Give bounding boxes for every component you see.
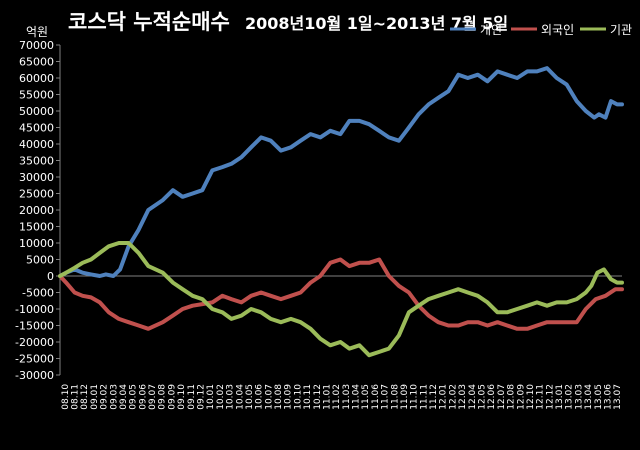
y-tick-label: 25000 — [19, 188, 54, 201]
y-tick-label: 45000 — [19, 122, 54, 135]
y-tick-label: 35000 — [19, 155, 54, 168]
x-tick-label: 13.02 — [565, 384, 575, 410]
x-tick-label: 13.07 — [613, 384, 623, 410]
series-line-2 — [58, 257, 624, 331]
x-tick-label: 11.02 — [332, 384, 342, 410]
x-tick-label: 12.03 — [458, 384, 468, 410]
series-line-3 — [58, 241, 624, 358]
x-tick-label: 11.12 — [429, 384, 439, 410]
y-tick-label: -30000 — [15, 369, 54, 382]
series-line-1 — [58, 66, 624, 278]
y-tick-label: 60000 — [19, 72, 54, 85]
x-tick-label: 09.11 — [187, 384, 197, 410]
x-tick-label: 09.12 — [197, 384, 207, 410]
x-tick-label: 12.05 — [478, 384, 488, 410]
x-tick-label: 09.06 — [138, 384, 148, 410]
x-tick-label: 10.09 — [284, 384, 294, 410]
x-tick-label: 11.01 — [323, 384, 333, 410]
x-tick-label: 09.05 — [129, 384, 139, 410]
x-tick-label: 09.02 — [100, 384, 110, 410]
x-tick-label: 09.07 — [148, 384, 158, 410]
y-tick-label: 70000 — [19, 39, 54, 52]
x-tick-label: 08.10 — [61, 384, 71, 410]
legend-label: 외국인 — [541, 23, 574, 37]
x-tick-label: 12.01 — [439, 384, 449, 410]
x-tick-label: 09.10 — [177, 384, 187, 410]
x-tick-label: 11.11 — [419, 384, 429, 410]
x-tick-label: 10.01 — [206, 384, 216, 410]
x-tick-label: 11.04 — [352, 384, 362, 410]
chart-subtitle: 2008년10월 1일~2013년 7월 5일 — [245, 14, 508, 33]
x-axis: 08.10 08.11 08.12 09.01 09.02 09.03 09.04 09.05… — [60, 275, 623, 410]
x-tick-label: 11.09 — [400, 384, 410, 410]
x-tick-label: 12.06 — [487, 384, 497, 410]
y-tick-label: -25000 — [15, 353, 54, 366]
y-tick-label: 55000 — [19, 89, 54, 102]
x-tick-label: 12.09 — [516, 384, 526, 410]
y-tick-label: 0 — [47, 270, 54, 283]
x-tick-label: 11.03 — [342, 384, 352, 410]
legend-label: 기관 — [610, 23, 632, 37]
x-tick-label: 11.05 — [361, 384, 371, 410]
x-tick-label: 09.08 — [158, 384, 168, 410]
x-tick-label: 12.12 — [545, 384, 555, 410]
y-axis: -30000 -25000 -20000 -15000 -10000 -5000 0 5000… — [15, 39, 61, 382]
x-tick-label: 12.04 — [468, 384, 478, 410]
x-tick-label: 10.06 — [255, 384, 265, 410]
x-tick-label: 10.02 — [216, 384, 226, 410]
x-tick-label: 11.06 — [371, 384, 381, 410]
x-tick-label: 10.03 — [226, 384, 236, 410]
x-tick-label: 10.05 — [245, 384, 255, 410]
x-tick-label: 11.08 — [390, 384, 400, 410]
x-tick-label: 10.07 — [264, 384, 274, 410]
y-tick-label: 5000 — [26, 254, 54, 267]
x-tick-label: 08.11 — [71, 384, 81, 410]
chart-title: 코스닥 누적순매수 2008년10월 1일~2013년 7월 5일 — [68, 10, 508, 34]
x-tick-label: 10.08 — [274, 384, 284, 410]
x-tick-label: 09.09 — [167, 384, 177, 410]
x-tick-label: 09.01 — [90, 384, 100, 410]
y-tick-label: 20000 — [19, 204, 54, 217]
x-tick-label: 13.01 — [555, 384, 565, 410]
y-tick-label: -20000 — [15, 336, 54, 349]
x-tick-label: 08.12 — [80, 384, 90, 410]
x-tick-label: 10.04 — [235, 384, 245, 410]
x-tick-label: 11.07 — [381, 384, 391, 410]
x-tick-label: 12.02 — [448, 384, 458, 410]
x-tick-label: 09.04 — [119, 384, 129, 410]
y-tick-label: 30000 — [19, 171, 54, 184]
x-tick-label: 10.12 — [313, 384, 323, 410]
x-tick-label: 13.04 — [584, 384, 594, 410]
x-tick-label: 12.07 — [497, 384, 507, 410]
x-tick-label: 11.10 — [410, 384, 420, 410]
x-tick-label: 10.11 — [303, 384, 313, 410]
x-tick-label: 10.10 — [293, 384, 303, 410]
x-tick-label: 12.08 — [507, 384, 517, 410]
y-tick-label: -5000 — [22, 287, 54, 300]
x-tick-label: 13.05 — [594, 384, 604, 410]
y-tick-label: -10000 — [15, 303, 54, 316]
y-tick-label: 50000 — [19, 105, 54, 118]
legend-label: 개인 — [480, 23, 502, 37]
chart-title-main: 코스닥 누적순매수 — [68, 10, 230, 34]
x-tick-label: 09.03 — [109, 384, 119, 410]
series-group — [58, 66, 624, 358]
y-tick-label: 40000 — [19, 138, 54, 151]
x-tick-label: 12.10 — [526, 384, 536, 410]
y-tick-label: 10000 — [19, 237, 54, 250]
x-tick-label: 12.11 — [536, 384, 546, 410]
x-tick-label: 13.03 — [574, 384, 584, 410]
x-tick-label: 13.06 — [604, 384, 614, 410]
y-tick-label: 65000 — [19, 56, 54, 69]
legend: 개인 외국인 기관 — [450, 23, 632, 37]
y-axis-unit: 억원 — [26, 25, 48, 39]
y-tick-label: 15000 — [19, 221, 54, 234]
y-tick-label: -15000 — [15, 320, 54, 333]
